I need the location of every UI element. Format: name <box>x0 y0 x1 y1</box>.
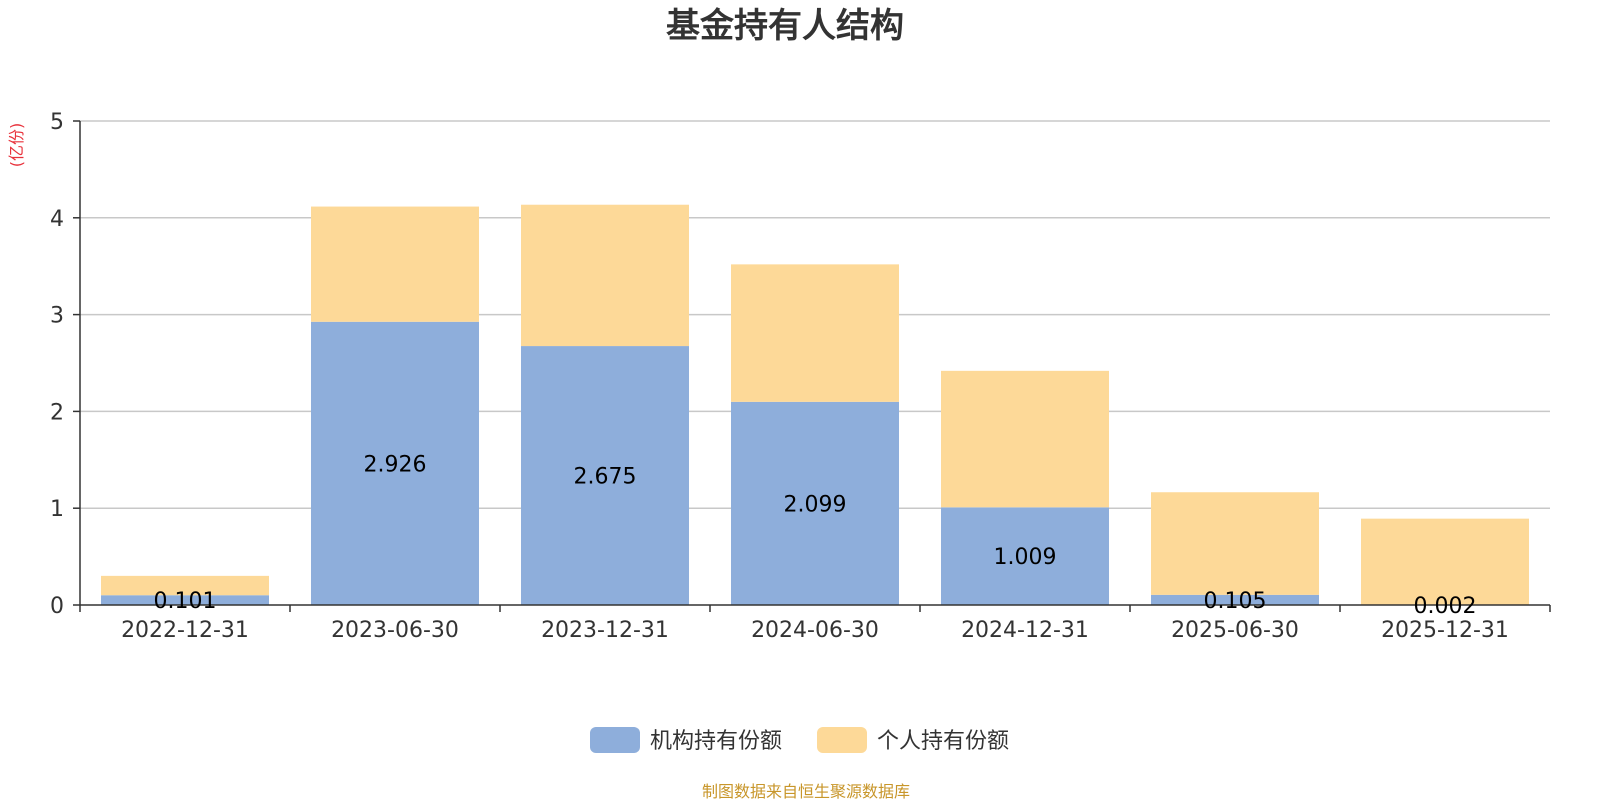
bar-individual-2025-06-30 <box>1151 492 1319 595</box>
legend[interactable]: 机构持有份额 个人持有份额 <box>590 727 1009 754</box>
data-labels: 0.101 2.926 2.675 2.099 1.009 0.105 0.002 <box>154 452 1477 619</box>
bar-institutional-2023-12-31 <box>521 346 689 605</box>
data-label-institutional-2023-06-30: 2.926 <box>364 452 427 477</box>
x-tick-label-2022-12-31: 2022-12-31 <box>121 618 249 643</box>
axes: 0 1 2 3 4 5 2022-12-31 2023-06-30 2023-12-31 2024… <box>50 110 1551 643</box>
bar-individual-2023-12-31 <box>521 204 689 347</box>
x-tick-label-2024-12-31: 2024-12-31 <box>961 618 1089 643</box>
x-tick-label-2023-06-30: 2023-06-30 <box>331 618 459 643</box>
bar-individual-2025-12-31 <box>1361 518 1529 605</box>
y-tick-label-2: 2 <box>50 400 64 425</box>
bar-institutional-2023-06-30 <box>311 321 479 605</box>
bar-individual-2024-12-31 <box>941 370 1109 508</box>
data-label-institutional-2023-12-31: 2.675 <box>574 465 637 490</box>
x-tick-label-2025-06-30: 2025-06-30 <box>1171 618 1299 643</box>
bar-institutional-2022-12-31 <box>101 595 269 605</box>
bar-institutional-2024-12-31 <box>941 507 1109 605</box>
y-tick-label-4: 4 <box>50 207 64 232</box>
data-label-institutional-2022-12-31: 0.101 <box>154 589 217 614</box>
bar-individual-2023-06-30 <box>311 206 479 322</box>
y-tick-label-1: 1 <box>50 497 64 522</box>
data-label-institutional-2024-12-31: 1.009 <box>994 545 1057 570</box>
legend-swatch-individual[interactable] <box>817 727 867 753</box>
y-tick-label-3: 3 <box>50 304 64 329</box>
bar-individual-2022-12-31 <box>101 575 269 596</box>
data-label-institutional-2025-06-30: 0.105 <box>1204 589 1267 614</box>
bar-institutional-2025-06-30 <box>1151 594 1319 605</box>
y-axis-unit-label: (亿份) <box>7 123 26 168</box>
y-tick-label-5: 5 <box>50 110 64 135</box>
legend-label-individual[interactable]: 个人持有份额 <box>877 729 1009 754</box>
bar-institutional-2024-06-30 <box>731 401 899 605</box>
legend-swatch-institutional[interactable] <box>590 727 640 753</box>
chart-title: 基金持有人结构 <box>666 6 904 46</box>
legend-item-institutional[interactable]: 机构持有份额 <box>590 727 782 754</box>
bar-individual-2024-06-30 <box>731 264 899 402</box>
legend-item-individual[interactable]: 个人持有份额 <box>817 727 1009 754</box>
x-tick-label-2023-12-31: 2023-12-31 <box>541 618 669 643</box>
source-note: 制图数据来自恒生聚源数据库 <box>702 782 910 800</box>
y-tick-label-0: 0 <box>50 594 64 619</box>
x-tick-label-2024-06-30: 2024-06-30 <box>751 618 879 643</box>
data-label-institutional-2025-12-31: 0.002 <box>1414 594 1477 619</box>
x-tick-label-2025-12-31: 2025-12-31 <box>1381 618 1509 643</box>
bar-group <box>101 204 1529 605</box>
data-label-institutional-2024-06-30: 2.099 <box>784 492 847 517</box>
legend-label-institutional[interactable]: 机构持有份额 <box>650 729 782 754</box>
